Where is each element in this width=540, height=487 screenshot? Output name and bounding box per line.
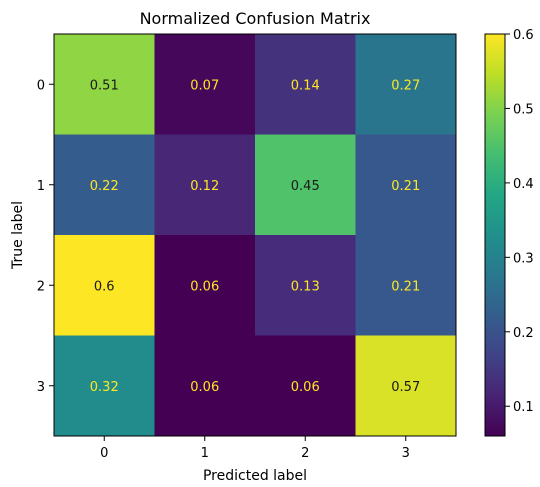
colorbar-ticks: 0.1 0.2 0.3 0.4 0.5 0.6 — [505, 28, 534, 415]
heatmap-cell-r0-c2 — [255, 34, 356, 135]
cell-value-label: 0.13 — [291, 279, 320, 294]
cell-value-label: 0.06 — [190, 279, 219, 294]
heatmap-cell-r1-c1 — [154, 134, 256, 236]
cell-value-label: 0.22 — [90, 179, 119, 194]
heatmap-cell-r2-c3 — [355, 235, 457, 336]
heatmap-cell-r1-c3 — [355, 134, 457, 236]
heatmap-cell-r2-c2 — [255, 235, 356, 336]
y-tick-label: 3 — [37, 380, 45, 395]
colorbar-tick-label: 0.1 — [513, 400, 534, 415]
heatmap-cell-r3-c1 — [154, 335, 256, 437]
colorbar-tick-label: 0.6 — [513, 28, 534, 43]
x-tick-label: 2 — [301, 446, 309, 461]
x-tick-label: 0 — [100, 446, 108, 461]
heatmap-cell-r1-c0 — [54, 134, 155, 236]
cell-value-label: 0.45 — [291, 179, 320, 194]
cell-value-label: 0.12 — [190, 179, 219, 194]
cell-value-label: 0.21 — [391, 179, 420, 194]
heatmap-cell-r0-c0 — [54, 34, 155, 135]
x-axis-ticks: 0 1 2 3 — [100, 436, 410, 461]
heatmap-cell-r0-c3 — [355, 34, 457, 135]
x-axis-label: Predicted label — [203, 468, 307, 484]
y-tick-label: 0 — [37, 78, 45, 93]
cell-value-label: 0.21 — [391, 279, 420, 294]
cell-value-label: 0.27 — [391, 78, 420, 93]
heatmap-cell-r1-c2 — [255, 134, 356, 236]
heatmap-cells — [54, 34, 457, 437]
colorbar — [484, 33, 506, 437]
colorbar-tick-label: 0.5 — [513, 102, 534, 117]
heatmap-cell-r0-c1 — [154, 34, 256, 135]
x-tick-label: 1 — [201, 446, 209, 461]
cell-value-label: 0.06 — [291, 380, 320, 395]
cell-value-label: 0.6 — [94, 279, 115, 294]
cell-value-label: 0.57 — [391, 380, 420, 395]
heatmap-cell-r2-c0 — [54, 235, 155, 336]
heatmap-cell-r3-c3 — [355, 335, 457, 437]
heatmap-cell-r2-c1 — [154, 235, 256, 336]
colorbar-tick-label: 0.4 — [513, 177, 534, 192]
y-tick-label: 2 — [37, 279, 45, 294]
cell-value-label: 0.07 — [190, 78, 219, 93]
y-tick-label: 1 — [37, 179, 45, 194]
y-axis-label: True label — [10, 201, 26, 270]
chart-title: Normalized Confusion Matrix — [140, 9, 371, 28]
x-tick-label: 3 — [402, 446, 410, 461]
heatmap-cell-r3-c2 — [255, 335, 356, 437]
cell-value-label: 0.32 — [90, 380, 119, 395]
colorbar-tick-label: 0.3 — [513, 251, 534, 266]
heatmap-cell-r3-c0 — [54, 335, 155, 437]
cell-value-label: 0.06 — [190, 380, 219, 395]
cell-value-label: 0.51 — [90, 78, 119, 93]
colorbar-tick-label: 0.2 — [513, 326, 534, 341]
cell-value-label: 0.14 — [291, 78, 320, 93]
heatmap-cell-labels: 0.51 0.07 0.14 0.27 0.22 0.12 0.45 0.21 0.6 0.06 0… — [90, 78, 420, 395]
plot-frame — [53, 33, 457, 437]
y-axis-ticks: 0 1 2 3 — [37, 78, 54, 395]
